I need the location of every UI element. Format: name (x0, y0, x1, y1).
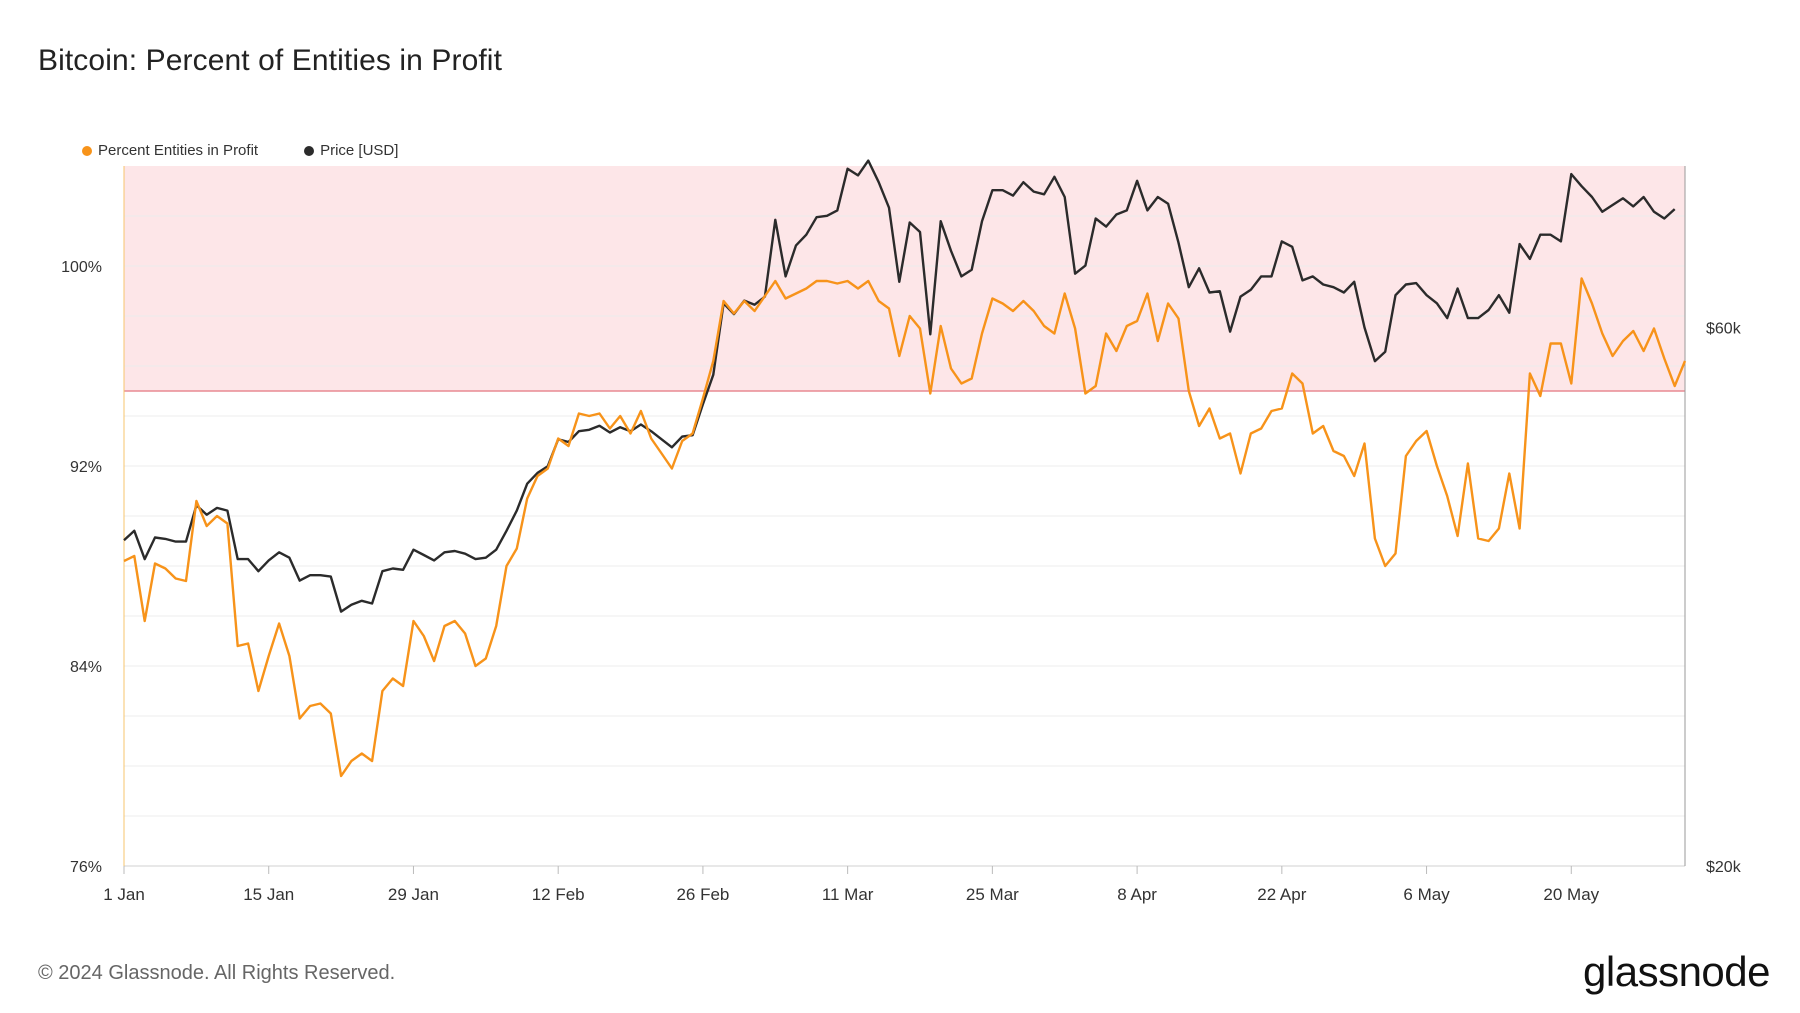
y-left-tick-label: 84% (70, 659, 102, 676)
y-left-tick-label: 92% (70, 459, 102, 476)
x-tick-label: 15 Jan (243, 885, 294, 904)
chart-title: Bitcoin: Percent of Entities in Profit (38, 44, 503, 77)
legend-label-profit: Percent Entities in Profit (98, 142, 259, 159)
legend-item-price[interactable]: Price [USD] (304, 142, 398, 159)
series-line-percent-profit (123, 277, 1687, 778)
y-right-tick-label: $60k (1706, 321, 1742, 338)
legend-item-profit[interactable]: Percent Entities in Profit (82, 142, 258, 159)
legend-label-price: Price [USD] (320, 142, 399, 159)
x-tick-label: 6 May (1403, 885, 1450, 904)
threshold-band (124, 166, 1685, 391)
x-tick-label: 29 Jan (388, 885, 439, 904)
x-tick-label: 22 Apr (1257, 885, 1306, 904)
legend-dot-profit (82, 145, 92, 156)
glassnode-logo: glassnode (1583, 948, 1770, 995)
x-tick-label: 26 Feb (676, 885, 729, 904)
legend-dot-price (304, 145, 315, 156)
x-tick-label: 1 Jan (103, 885, 145, 904)
x-tick-label: 11 Mar (822, 885, 874, 904)
legend: Percent Entities in Profit Price [USD] (82, 142, 398, 159)
x-tick-label: 25 Mar (966, 885, 1019, 904)
copyright-footer: © 2024 Glassnode. All Rights Reserved. (38, 962, 396, 984)
series-line-price (123, 159, 1676, 613)
x-tick-label: 12 Feb (532, 885, 585, 904)
x-tick-label: 20 May (1543, 885, 1599, 904)
x-tick-label: 8 Apr (1117, 885, 1157, 904)
y-left-tick-label: 100% (61, 259, 102, 276)
y-left-tick-label: 76% (70, 859, 102, 876)
y-right-tick-label: $20k (1706, 859, 1742, 876)
